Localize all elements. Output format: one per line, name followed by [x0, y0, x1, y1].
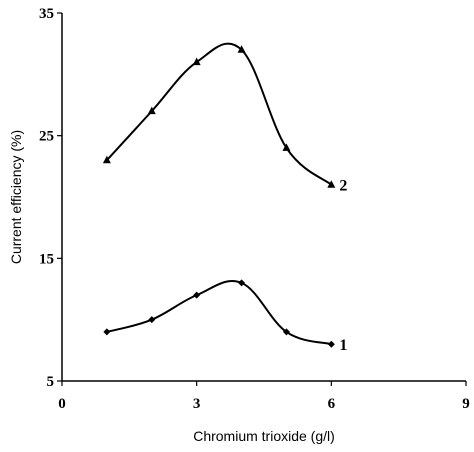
data-point-series-1 — [193, 291, 201, 299]
y-tick-label: 15 — [39, 251, 54, 267]
data-point-series-2 — [282, 143, 291, 151]
data-point-series-1 — [238, 279, 246, 287]
y-axis-title: Current efficiency (%) — [8, 130, 24, 264]
x-tick-label: 6 — [328, 396, 336, 412]
tick-marks — [57, 12, 467, 386]
series-layer: 12 — [102, 42, 347, 354]
data-point-series-2 — [237, 45, 246, 53]
data-point-series-1 — [103, 328, 111, 336]
data-point-series-1 — [327, 340, 335, 348]
y-tick-label: 5 — [47, 374, 55, 390]
tick-labels: 5 15 25 35 0 3 6 9 — [39, 6, 470, 412]
y-tick-label: 35 — [39, 6, 54, 22]
data-point-series-2 — [102, 155, 111, 164]
y-tick-label: 25 — [39, 129, 54, 145]
series-label-2: 2 — [339, 178, 347, 195]
series-line-1 — [106, 280, 332, 346]
x-tick-label: 0 — [58, 396, 66, 412]
data-point-series-2 — [147, 106, 156, 115]
data-point-series-2 — [327, 180, 336, 188]
series-label-1: 1 — [339, 337, 347, 354]
data-point-series-1 — [148, 316, 156, 324]
x-tick-label: 3 — [193, 396, 201, 412]
data-point-series-2 — [192, 57, 201, 66]
series-line-2 — [106, 42, 332, 186]
data-point-series-1 — [282, 328, 290, 336]
x-tick-label: 9 — [462, 396, 470, 412]
axes — [61, 13, 466, 382]
x-axis-title: Chromium trioxide (g/l) — [193, 428, 335, 444]
